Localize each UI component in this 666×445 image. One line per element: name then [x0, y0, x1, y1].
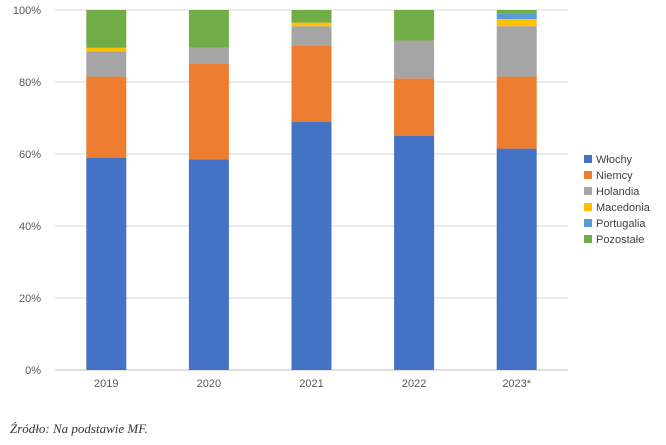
legend-swatch [584, 171, 592, 179]
legend-swatch [584, 203, 592, 211]
legend-swatch [584, 187, 592, 195]
legend-label: Włochy [596, 154, 633, 166]
x-tick-label: 2022 [402, 378, 426, 390]
bar-segment-macedonia [86, 47, 127, 52]
legend-swatch [584, 235, 592, 243]
legend-swatch [584, 219, 592, 227]
source-note: Źródło: Na podstawie MF. [10, 421, 148, 436]
bar-segment-pozostałe [86, 10, 127, 48]
bar-segment-macedonia [496, 19, 537, 27]
y-tick-label: 40% [19, 221, 41, 233]
bar-segment-pozostałe [188, 10, 229, 48]
bar-segment-niemcy [291, 46, 332, 122]
y-tick-label: 20% [19, 293, 41, 305]
y-tick-label: 60% [19, 149, 41, 161]
x-tick-label: 2019 [94, 378, 118, 390]
x-tick-label: 2020 [197, 378, 221, 390]
legend-label: Niemcy [596, 170, 633, 182]
legend-label: Macedonia [596, 202, 651, 214]
legend: Włochy Niemcy Holandia Macedonia Portugalia P… [584, 154, 651, 246]
bar-segment-niemcy [86, 76, 127, 158]
bar-segment-włochy [188, 159, 229, 370]
y-axis-ticks: 0% 20% 40% 60% 80% 100% [13, 5, 41, 377]
legend-label: Holandia [596, 186, 640, 198]
x-tick-label: 2023* [502, 378, 531, 390]
bars [86, 10, 537, 370]
legend-label: Portugalia [596, 218, 646, 230]
bar-segment-pozostałe [496, 10, 537, 14]
bar-segment-włochy [394, 136, 435, 370]
y-tick-label: 100% [13, 5, 41, 17]
legend-swatch [584, 155, 592, 163]
bar-segment-macedonia [291, 22, 332, 27]
bar-segment-włochy [291, 121, 332, 370]
y-tick-label: 0% [25, 365, 41, 377]
bar-segment-holandia [291, 26, 332, 46]
bar-segment-portugalia [496, 13, 537, 19]
bar-segment-włochy [86, 157, 127, 370]
bar-segment-pozostałe [394, 10, 435, 41]
bar-segment-niemcy [496, 76, 537, 149]
bar-segment-włochy [496, 148, 537, 370]
stacked-bar-chart: 0% 20% 40% 60% 80% 100% 2019 2020 2021 2022 2023*… [13, 5, 651, 390]
bar-segment-pozostałe [291, 10, 332, 23]
bar-segment-niemcy [394, 78, 435, 136]
bar-segment-niemcy [188, 64, 229, 160]
y-tick-label: 80% [19, 77, 41, 89]
bar-segment-holandia [188, 47, 229, 64]
legend-label: Pozostałe [596, 234, 644, 246]
bar-segment-holandia [86, 51, 127, 77]
x-tick-label: 2021 [299, 378, 323, 390]
bar-segment-holandia [394, 40, 435, 79]
x-axis-ticks: 2019 2020 2021 2022 2023* [94, 378, 532, 390]
bar-segment-holandia [496, 26, 537, 77]
